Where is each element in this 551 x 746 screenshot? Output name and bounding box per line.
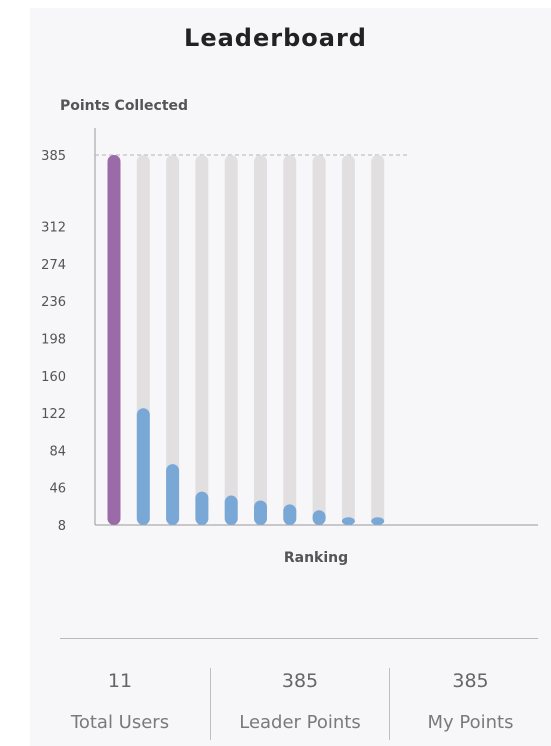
stats-divider <box>60 638 538 639</box>
user-bar <box>254 500 267 525</box>
y-tick-label: 8 <box>58 519 66 534</box>
user-bar <box>371 517 385 525</box>
leaderboard-title: Leaderboard <box>184 24 367 52</box>
user-bar <box>195 491 209 525</box>
leader-points-label: Leader Points <box>239 712 361 733</box>
x-axis-label: Ranking <box>284 550 348 566</box>
user-bar <box>166 464 180 525</box>
y-tick-label: 160 <box>41 370 66 385</box>
user-bar <box>341 517 355 525</box>
y-tick-label: 84 <box>49 444 66 459</box>
stat-leader-points: 385 Leader Points <box>211 660 389 740</box>
bar-track <box>312 155 326 525</box>
total-users-label: Total Users <box>70 712 170 733</box>
stat-separator <box>210 668 211 740</box>
leader-points-value: 385 <box>281 670 319 692</box>
my-points-label: My Points <box>427 712 514 733</box>
y-tick-label: 312 <box>41 221 66 236</box>
y-tick-label: 198 <box>41 333 66 348</box>
user-bar <box>224 495 238 525</box>
user-bar <box>136 408 150 525</box>
y-tick-label: 274 <box>41 258 66 273</box>
total-users-value: 11 <box>107 670 133 692</box>
bar-track <box>371 155 385 525</box>
points-chart: Points Collected 385 312 274 236 198 160 122 84 4… <box>41 98 538 566</box>
bar-track <box>254 155 267 525</box>
stats-row: 11 Total Users 385 Leader Points 385 My … <box>30 660 551 740</box>
bar-track <box>283 155 297 525</box>
user-bar <box>283 504 297 525</box>
bar-track <box>341 155 355 525</box>
y-tick-label: 46 <box>49 482 66 497</box>
y-axis-label: Points Collected <box>60 98 188 114</box>
stat-total-users: 11 Total Users <box>30 660 210 740</box>
leader-bar <box>107 155 121 525</box>
bar-track <box>224 155 238 525</box>
bar-track <box>195 155 209 525</box>
y-tick-label: 385 <box>41 149 66 164</box>
stat-separator <box>389 668 390 740</box>
user-bar <box>312 510 326 525</box>
y-tick-label: 122 <box>41 407 66 422</box>
y-tick-label: 236 <box>41 295 66 310</box>
bar-track <box>166 155 180 525</box>
my-points-value: 385 <box>452 670 489 692</box>
stat-my-points: 385 My Points <box>390 660 551 740</box>
